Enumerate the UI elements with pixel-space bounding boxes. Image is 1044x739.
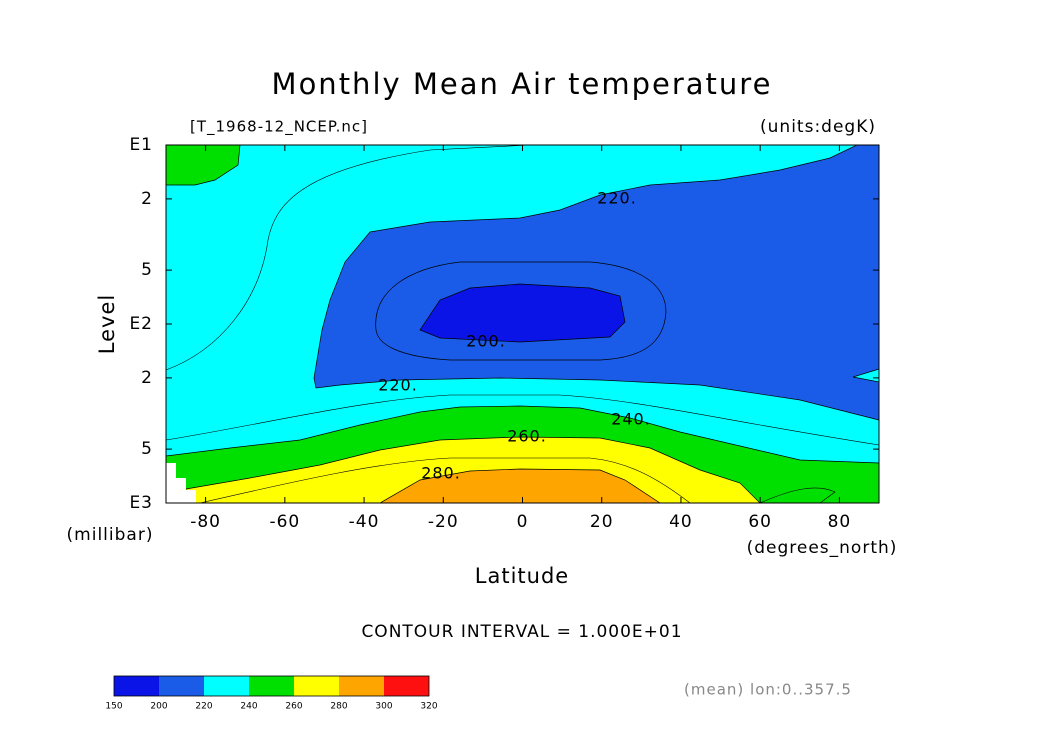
x-tick-label: -40	[349, 512, 380, 532]
x-tick-label: -60	[269, 512, 300, 532]
colorbar-label: 150	[105, 702, 122, 712]
x-tick-label: -80	[190, 512, 221, 532]
x-tick-label: 20	[590, 512, 614, 532]
x-tick-label: 60	[748, 512, 772, 532]
colorbar-label: 280	[330, 702, 347, 712]
colorbar-segment	[339, 676, 384, 696]
colorbar-label: 300	[375, 702, 392, 712]
colorbar-frame	[113, 675, 430, 697]
contour-interval: CONTOUR INTERVAL = 1.000E+01	[361, 622, 682, 642]
contour-region	[419, 283, 626, 343]
colorbar-label: 200	[150, 702, 167, 712]
contour-line	[375, 261, 667, 361]
y-tick-label: 5	[141, 260, 153, 280]
colorbar-label: 240	[240, 702, 257, 712]
y-tick-label: 2	[141, 368, 153, 388]
contour-label: 220.	[597, 189, 637, 208]
contour-line	[199, 457, 691, 504]
colorbar-segment	[294, 676, 339, 696]
colorbar-label: 320	[420, 702, 437, 712]
y-tick-label: 5	[141, 439, 153, 459]
colorbar-segment	[159, 676, 204, 696]
contour-line	[165, 144, 531, 371]
y-axis-label: Level	[95, 294, 119, 354]
contour-label: 220.	[378, 376, 418, 395]
y-tick-label: 2	[141, 189, 153, 209]
contour-line	[165, 394, 880, 446]
x-tick-label: 0	[517, 512, 529, 532]
x-axis-units: (degrees_north)	[747, 538, 898, 558]
contour-region	[313, 144, 880, 421]
x-tick-label: 80	[828, 512, 852, 532]
footnote: (mean) lon:0..357.5	[684, 681, 852, 699]
x-tick-label: 40	[669, 512, 693, 532]
x-tick-label: -20	[428, 512, 459, 532]
colorbar-segment	[204, 676, 249, 696]
colorbar-label: 260	[285, 702, 302, 712]
contour-label: 260.	[507, 427, 547, 446]
file-label: [T_1968-12_NCEP.nc]	[190, 118, 368, 137]
missing-region	[166, 463, 196, 503]
chart-title: Monthly Mean Air temperature	[272, 67, 773, 101]
contour-region	[378, 468, 662, 504]
contour-line	[759, 487, 836, 504]
y-tick-label: E3	[129, 493, 153, 513]
contour-label: 240.	[611, 410, 651, 429]
y-axis-units: (millibar)	[67, 525, 154, 545]
colorbar-label: 220	[195, 702, 212, 712]
contour-label: 280.	[421, 464, 461, 483]
colorbar-segment	[249, 676, 294, 696]
contour-label: 200.	[466, 332, 506, 351]
x-axis-label: Latitude	[475, 564, 569, 588]
units-label: (units:degK)	[760, 117, 876, 137]
colorbar-segment	[114, 676, 159, 696]
plot-area: 220. 200. 220. 240. 260. 280.	[165, 144, 880, 504]
y-tick-label: E2	[129, 314, 153, 334]
colorbar-segment	[384, 676, 429, 696]
y-tick-label: E1	[129, 135, 153, 155]
